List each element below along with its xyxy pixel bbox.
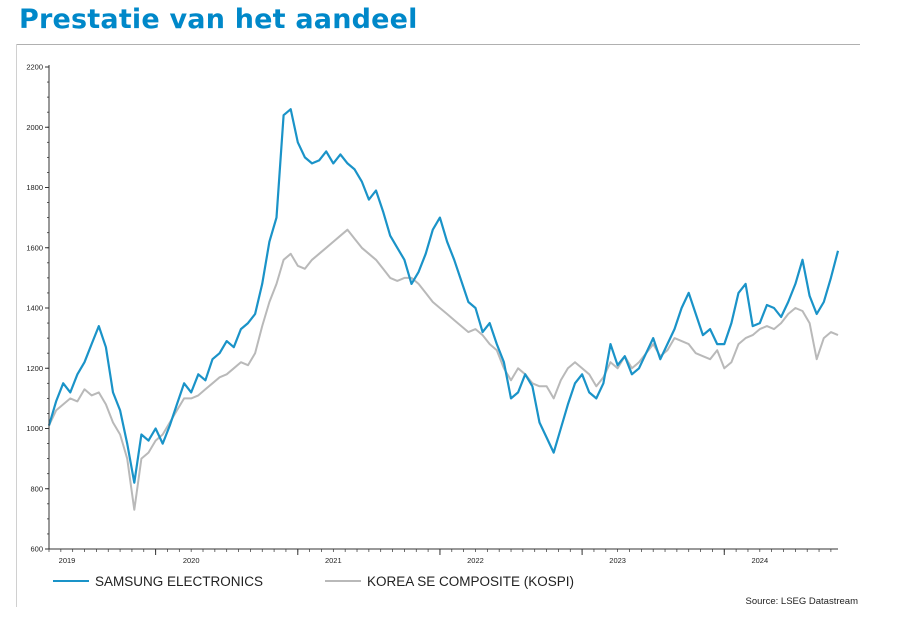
- x-tick-label: 2019: [59, 556, 76, 565]
- y-tick-label: 2000: [26, 123, 43, 132]
- x-tick-label: 2020: [183, 556, 200, 565]
- legend-label-kospi: KOREA SE COMPOSITE (KOSPI): [367, 573, 575, 589]
- x-tick-label: 2021: [325, 556, 342, 565]
- legend-item-samsung: SAMSUNG ELECTRONICS: [53, 573, 263, 589]
- y-tick-label: 600: [30, 545, 43, 554]
- page-title: Prestatie van het aandeel: [19, 4, 418, 35]
- left-border: [16, 44, 17, 607]
- x-tick-label: 2022: [467, 556, 484, 565]
- y-tick-label: 800: [30, 484, 43, 493]
- series-line-kospi: [48, 228, 839, 511]
- legend-item-kospi: KOREA SE COMPOSITE (KOSPI): [325, 573, 574, 589]
- y-tick-label: 2200: [26, 63, 43, 72]
- source-note: Source: LSEG Datastream: [745, 596, 858, 607]
- x-tick-label: 2024: [751, 556, 768, 565]
- y-tick-label: 1800: [26, 183, 43, 192]
- x-tick-label: 2023: [609, 556, 626, 565]
- y-tick-label: 1000: [26, 424, 43, 433]
- series-layer: [47, 108, 840, 511]
- legend-swatch-samsung: [53, 580, 89, 582]
- y-tick-label: 1400: [26, 304, 43, 313]
- axes-layer: 600 800 1000 1200 1400 1600 1800 2000 2200 2019 20…: [26, 63, 838, 565]
- legend-swatch-kospi: [325, 580, 361, 582]
- legend-label-samsung: SAMSUNG ELECTRONICS: [95, 573, 264, 589]
- title-divider: [16, 44, 860, 45]
- y-tick-label: 1200: [26, 364, 43, 373]
- y-tick-label: 1600: [26, 243, 43, 252]
- series-line-samsung: [47, 108, 840, 484]
